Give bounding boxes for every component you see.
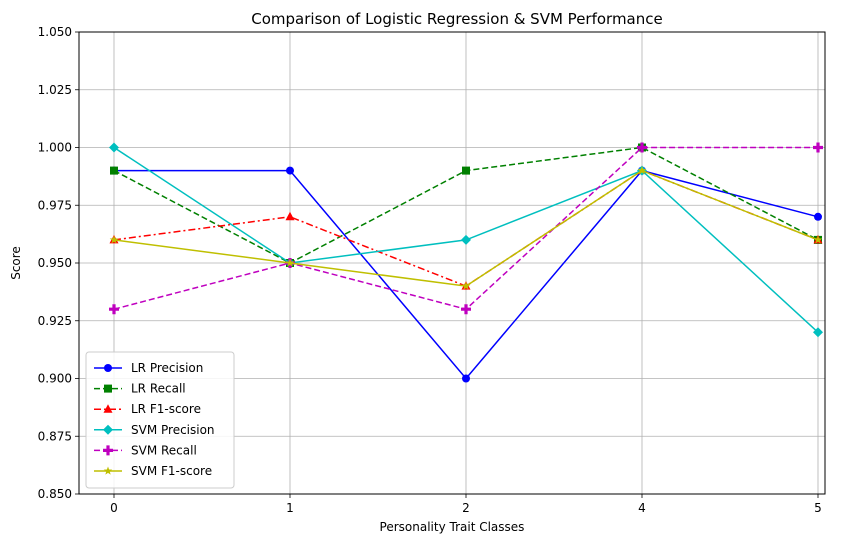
series-svm-f1-score bbox=[109, 166, 823, 290]
legend-item: SVM Recall bbox=[94, 443, 197, 457]
data-point bbox=[637, 142, 647, 153]
x-tick-label: 4 bbox=[638, 501, 646, 515]
data-point bbox=[104, 364, 112, 372]
legend-item: SVM Precision bbox=[94, 423, 215, 437]
y-axis-label: Score bbox=[9, 246, 23, 280]
legend: LR Precision LR Recall LR F1-score SVM Prec… bbox=[85, 351, 235, 489]
legend-item: LR Recall bbox=[94, 382, 186, 396]
y-axis: 0.850 0.875 0.900 0.925 0.950 0.975 1.000 1.025… bbox=[38, 25, 79, 501]
data-point bbox=[109, 304, 119, 315]
legend-item: LR Precision bbox=[94, 361, 203, 375]
data-point bbox=[103, 404, 113, 413]
data-point bbox=[285, 211, 295, 221]
data-point bbox=[462, 374, 470, 383]
data-point bbox=[285, 258, 295, 267]
chart-title: Comparison of Logistic Regression & SVM … bbox=[251, 10, 662, 28]
legend-label: LR Recall bbox=[131, 382, 186, 396]
data-point bbox=[103, 445, 113, 456]
data-point bbox=[461, 304, 471, 315]
data-point bbox=[104, 384, 112, 393]
data-point bbox=[110, 166, 118, 175]
y-tick-label: 1.000 bbox=[38, 141, 72, 155]
x-tick-label: 5 bbox=[814, 501, 822, 515]
data-point bbox=[813, 235, 823, 244]
legend-item: LR F1-score bbox=[94, 402, 201, 416]
x-axis: 0 1 2 4 5 bbox=[110, 494, 822, 515]
x-tick-label: 1 bbox=[286, 501, 294, 515]
y-tick-label: 1.025 bbox=[38, 83, 72, 97]
x-axis-label: Personality Trait Classes bbox=[380, 520, 525, 534]
legend-label: LR F1-score bbox=[131, 402, 201, 416]
data-point bbox=[103, 466, 113, 475]
y-tick-label: 0.850 bbox=[38, 487, 72, 501]
data-point bbox=[461, 234, 471, 245]
legend-item: SVM F1-score bbox=[94, 464, 212, 478]
series-layer bbox=[109, 142, 823, 383]
x-tick-label: 2 bbox=[462, 501, 470, 515]
data-point bbox=[813, 327, 823, 338]
data-point bbox=[286, 166, 294, 175]
y-tick-label: 0.875 bbox=[38, 429, 72, 443]
x-tick-label: 0 bbox=[110, 501, 118, 515]
y-tick-label: 0.900 bbox=[38, 372, 72, 386]
data-point bbox=[637, 166, 647, 175]
data-point bbox=[814, 212, 822, 221]
y-tick-label: 0.925 bbox=[38, 314, 72, 328]
data-point bbox=[813, 142, 823, 153]
data-point bbox=[462, 166, 470, 175]
y-tick-label: 1.050 bbox=[38, 25, 72, 39]
y-tick-label: 0.950 bbox=[38, 256, 72, 270]
legend-label: SVM Precision bbox=[131, 423, 215, 437]
y-tick-label: 0.975 bbox=[38, 198, 72, 212]
data-point bbox=[109, 142, 119, 153]
legend-label: SVM F1-score bbox=[131, 464, 212, 478]
legend-label: LR Precision bbox=[131, 361, 203, 375]
legend-label: SVM Recall bbox=[131, 443, 197, 457]
data-point bbox=[461, 281, 471, 290]
data-point bbox=[109, 235, 119, 244]
data-point bbox=[103, 424, 113, 435]
legend-box bbox=[85, 351, 235, 489]
